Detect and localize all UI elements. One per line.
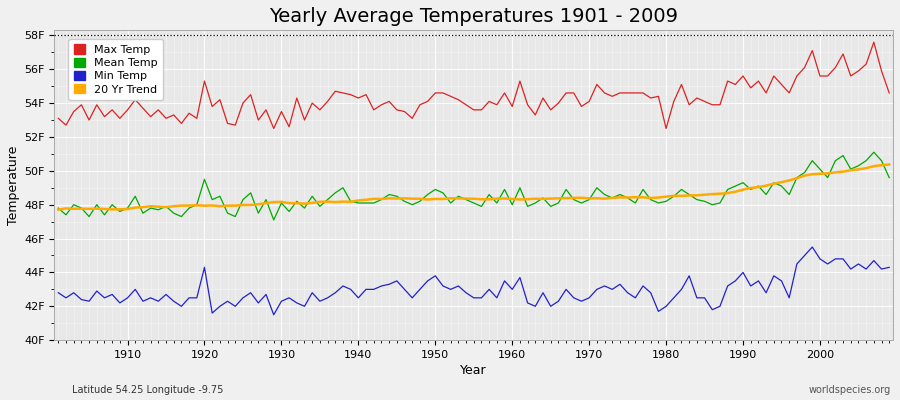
Legend: Max Temp, Mean Temp, Min Temp, 20 Yr Trend: Max Temp, Mean Temp, Min Temp, 20 Yr Tre…	[68, 39, 163, 100]
Title: Yearly Average Temperatures 1901 - 2009: Yearly Average Temperatures 1901 - 2009	[269, 7, 679, 26]
X-axis label: Year: Year	[461, 364, 487, 377]
Y-axis label: Temperature: Temperature	[7, 146, 20, 225]
Text: Latitude 54.25 Longitude -9.75: Latitude 54.25 Longitude -9.75	[72, 385, 223, 395]
Text: worldspecies.org: worldspecies.org	[809, 385, 891, 395]
